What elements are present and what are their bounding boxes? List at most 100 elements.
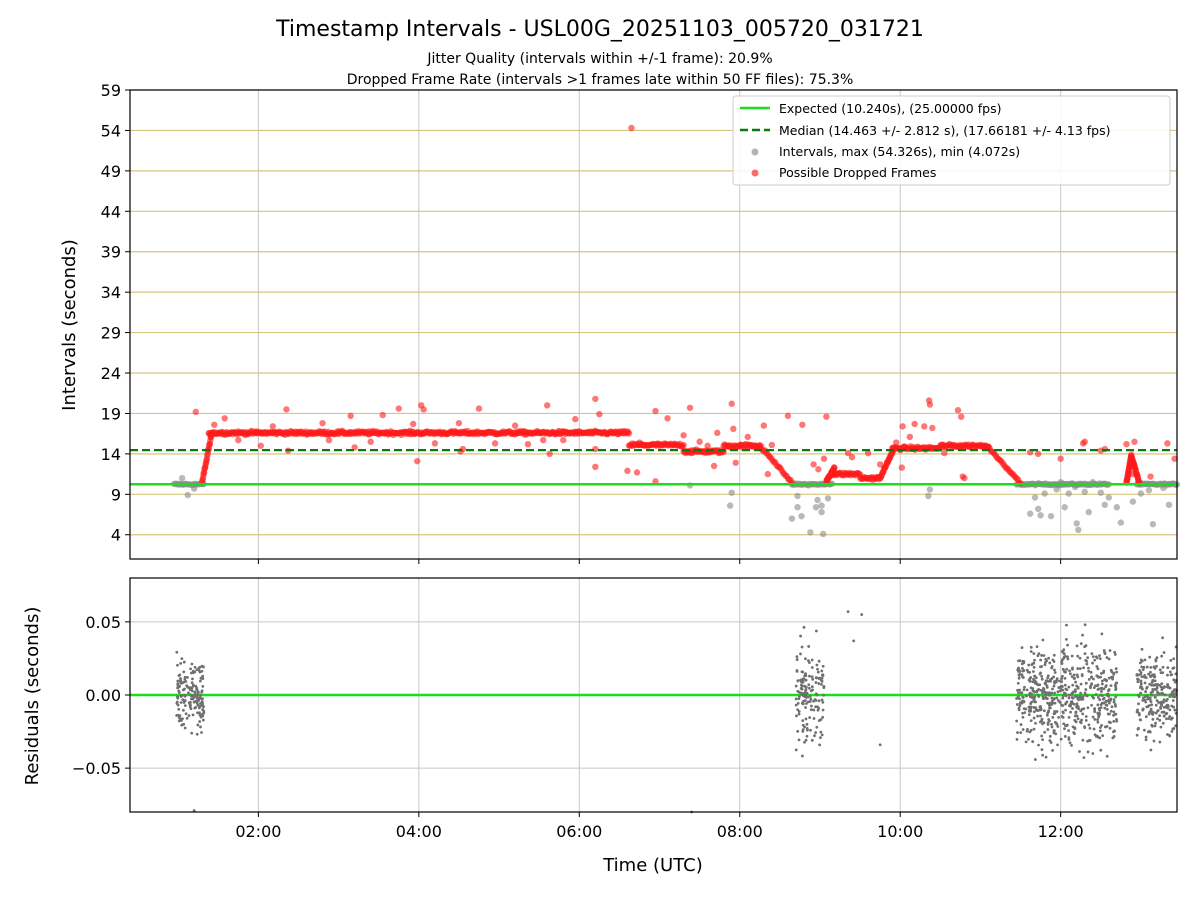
residual-point (1161, 700, 1164, 704)
residual-point (1089, 670, 1093, 674)
residual-point (1044, 657, 1048, 661)
residual-point (1062, 648, 1066, 652)
residual-point (814, 681, 818, 684)
residual-point (1090, 675, 1094, 679)
residual-point (1047, 718, 1051, 721)
dropped-frame-point (269, 423, 277, 430)
residual-point (1047, 709, 1051, 713)
interval-point (1041, 490, 1048, 497)
residual-point (795, 714, 798, 718)
residual-point (813, 734, 816, 738)
residual-point (1161, 665, 1165, 669)
residual-point (1062, 652, 1066, 656)
residual-point (1112, 710, 1116, 714)
dropped-frame-point (633, 469, 641, 476)
interval-point (1113, 504, 1121, 511)
residual-point (1138, 669, 1142, 672)
intervals-data (170, 124, 1181, 538)
residual-point (193, 695, 196, 699)
residual-point (1161, 721, 1165, 725)
residual-point (796, 689, 800, 693)
residual-point (1151, 712, 1154, 716)
residual-point (1079, 642, 1083, 646)
dropped-frame-point (926, 401, 934, 408)
residual-point (802, 625, 806, 629)
residual-point (1144, 715, 1148, 719)
residual-point (811, 677, 815, 681)
residual-point (1079, 709, 1083, 713)
residual-point (1099, 748, 1103, 752)
intervals-reference-lines (130, 449, 1177, 486)
residual-point (1021, 666, 1024, 670)
legend-dropped-label: Possible Dropped Frames (779, 165, 936, 180)
dropped-frame-point (760, 422, 768, 429)
residual-point (812, 699, 815, 703)
residual-point (1156, 690, 1160, 694)
residual-point (1159, 671, 1163, 675)
interval-point (824, 495, 832, 502)
residual-point (1068, 741, 1072, 745)
interval-point (788, 515, 796, 522)
residual-point (1059, 737, 1063, 741)
residual-point (1135, 710, 1139, 714)
dropped-frame-point (1171, 455, 1178, 462)
residual-point (189, 700, 192, 704)
residual-point (1148, 696, 1152, 700)
dropped-frame-point (347, 412, 354, 420)
residual-point (1057, 715, 1061, 719)
residual-point (1100, 723, 1104, 727)
interval-point (1105, 494, 1113, 501)
residual-point (1079, 682, 1083, 686)
interval-point (1026, 510, 1034, 517)
residual-point (1158, 668, 1162, 672)
residual-point (1135, 733, 1139, 737)
residual-point (1076, 686, 1080, 690)
interval-point (1145, 487, 1153, 494)
residual-point (797, 712, 801, 716)
residual-point (1165, 697, 1169, 701)
legend-intervals-label: Intervals, max (54.326s), min (4.072s) (779, 144, 1020, 159)
x-axis-title: Time (UTC) (602, 855, 703, 876)
residual-point (197, 706, 201, 710)
residual-point (1150, 683, 1153, 687)
residual-point (179, 677, 182, 681)
interval-point (1129, 498, 1137, 505)
residual-point (805, 702, 808, 705)
interval-point (818, 508, 825, 516)
dropped-frame-point (351, 444, 358, 451)
residual-point (808, 694, 812, 698)
residual-point (1158, 718, 1162, 722)
dropped-frame-point (257, 442, 264, 449)
residual-point (1043, 681, 1047, 685)
residual-point (198, 697, 202, 700)
residual-point (810, 685, 814, 689)
residual-point (1065, 700, 1069, 704)
dropped-frame-point (414, 457, 421, 465)
dropped-frame-point (1035, 450, 1042, 458)
intervals-y-tick-label: 49 (101, 162, 121, 181)
residual-point (1025, 688, 1029, 692)
residual-point (1039, 714, 1042, 718)
residual-point (1041, 753, 1045, 757)
residual-point (822, 686, 826, 690)
residual-point (1075, 705, 1078, 709)
dropped-frame-point (325, 436, 333, 444)
residual-point (1042, 689, 1045, 692)
residual-point (1046, 701, 1050, 705)
residual-point (1076, 654, 1080, 658)
residual-point (1061, 716, 1065, 719)
dropped-frame-point (1147, 473, 1154, 480)
interval-point (812, 504, 820, 511)
residual-point (1137, 695, 1141, 699)
residual-point (1072, 673, 1076, 677)
residual-point (187, 714, 191, 718)
interval-point (1160, 484, 1167, 492)
residual-point (183, 694, 187, 698)
residual-point (195, 693, 199, 696)
residual-point (1019, 701, 1023, 704)
residual-point (1109, 709, 1113, 713)
residual-point (805, 722, 809, 726)
residual-point (1033, 758, 1037, 761)
residual-point (1149, 665, 1153, 669)
intervals-y-tick-label: 44 (101, 202, 121, 221)
